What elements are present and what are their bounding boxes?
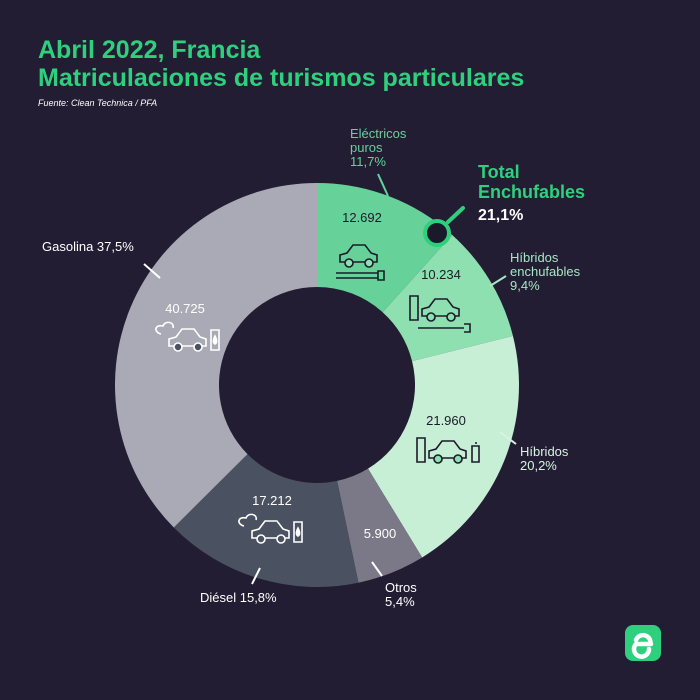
leader-line-diesel <box>251 567 261 585</box>
gasoline-car-icon <box>155 321 220 352</box>
hybrid-car-icon <box>416 437 480 464</box>
category-label-gasolina: Gasolina 37,5% <box>42 239 134 254</box>
brand-logo <box>625 625 661 661</box>
category-label-phev-0: Híbridos <box>510 250 559 265</box>
electric-car-icon <box>336 244 385 281</box>
leader-line-phev <box>489 275 507 287</box>
total-value: 21,1% <box>478 207 523 224</box>
plugin-hybrid-car-icon <box>409 295 471 333</box>
value-label-otros: 5.900 <box>364 526 397 541</box>
leader-line-hev <box>499 431 517 445</box>
leader-line-gasolina <box>143 263 161 279</box>
value-label-phev: 10.234 <box>421 267 461 282</box>
value-label-bev: 12.692 <box>342 210 382 225</box>
slice-bev <box>317 183 453 313</box>
category-label-otros-0: Otros <box>385 580 417 595</box>
percent-label-bev: 11,7% <box>350 154 386 169</box>
title-line-1: Abril 2022, Francia <box>38 36 261 64</box>
category-label-hev-0: Híbridos <box>520 444 569 459</box>
slice-gasolina <box>114 183 318 528</box>
title-line-2: Matriculaciones de turismos particulares <box>38 64 525 92</box>
leader-line-otros <box>371 561 383 577</box>
slice-hev <box>368 335 519 558</box>
percent-label-otros: 5,4% <box>385 594 415 609</box>
slice-otros <box>337 468 423 583</box>
logo-mark-icon <box>631 632 654 659</box>
total-marker-dot <box>423 219 451 247</box>
slice-phev <box>382 234 513 362</box>
percent-label-hev: 20,2% <box>520 458 557 473</box>
category-label-bev-0: Eléctricos <box>350 126 407 141</box>
diesel-car-icon <box>238 513 303 544</box>
leader-line-bev <box>377 173 389 197</box>
category-label-diesel: Diésel 15,8% <box>200 590 277 605</box>
value-label-hev: 21.960 <box>426 413 466 428</box>
percent-label-phev: 9,4% <box>510 278 540 293</box>
chart-title: Abril 2022, Francia Matriculaciones de t… <box>38 36 524 92</box>
category-label-phev-1: enchufables <box>510 264 581 279</box>
total-label-1: Enchufables <box>478 182 585 202</box>
value-label-gasolina: 40.725 <box>165 301 205 316</box>
total-label-0: Total <box>478 162 520 182</box>
total-leader-line <box>446 206 465 224</box>
source-note: Fuente: Clean Technica / PFA <box>38 98 158 108</box>
value-label-diesel: 17.212 <box>252 493 292 508</box>
category-label-bev-1: puros <box>350 140 383 155</box>
